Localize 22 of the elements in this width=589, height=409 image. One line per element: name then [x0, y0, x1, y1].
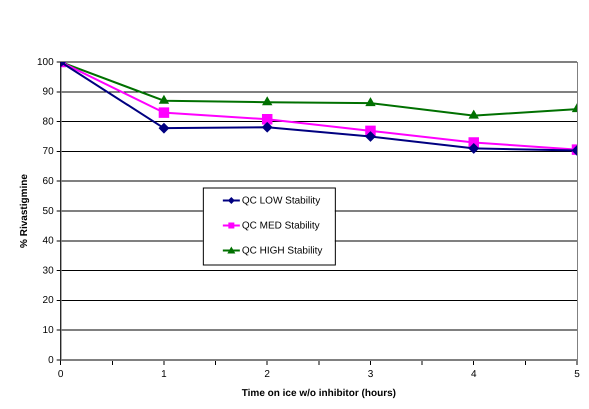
y-tick-label: 20: [42, 295, 54, 306]
legend-label: QC LOW Stability: [242, 195, 320, 206]
y-axis-title: % Rivastigmine: [18, 174, 30, 248]
y-tick-label: 50: [42, 206, 54, 217]
x-tick-label: 0: [58, 368, 64, 380]
legend-label: QC MED Stability: [242, 220, 320, 232]
x-axis-title: Time on ice w/o inhibitor (hours): [242, 388, 396, 399]
x-tick-label: 1: [161, 368, 168, 380]
x-tick-label: 5: [574, 368, 580, 380]
y-tick-label: 80: [42, 116, 54, 128]
legend-label: QC HIGH Stability: [242, 245, 322, 256]
y-tick-label: 10: [42, 324, 54, 336]
y-tick-label: 30: [42, 265, 54, 276]
x-tick-label: 2: [264, 368, 270, 380]
y-tick-label: 0: [48, 354, 54, 366]
y-tick-label: 40: [42, 236, 54, 247]
x-tick-label: 4: [470, 368, 477, 380]
y-tick-label: 100: [36, 56, 54, 68]
x-tick-label: 3: [368, 368, 374, 380]
y-tick-label: 70: [42, 146, 54, 158]
y-tick-label: 60: [42, 176, 54, 187]
y-tick-label: 90: [42, 86, 54, 98]
